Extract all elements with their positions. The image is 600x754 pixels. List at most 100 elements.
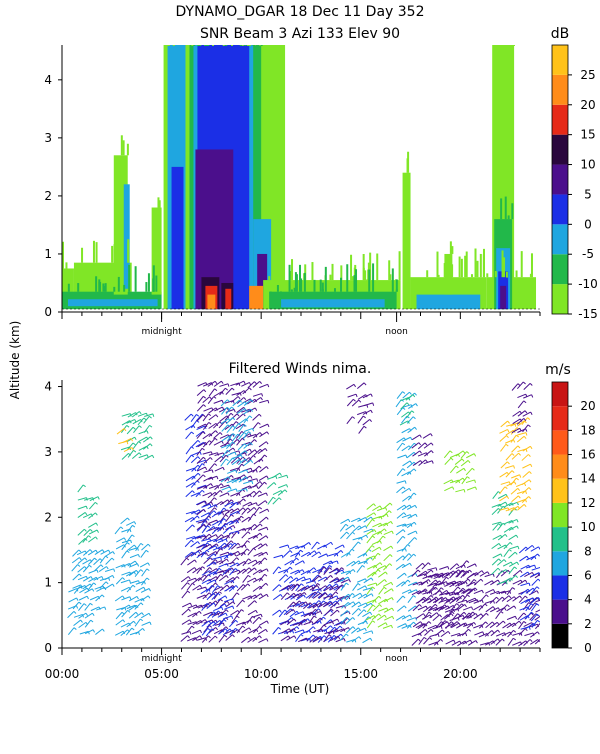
wind-barb-flag: [227, 449, 231, 453]
wind-barb: [306, 567, 315, 574]
wind-barb: [339, 576, 349, 582]
wind-barb: [516, 418, 525, 425]
panel1-title: SNR Beam 3 Azi 133 Elev 90: [200, 26, 400, 42]
wind-barb-flag: [86, 595, 89, 600]
wind-barb-flag: [106, 566, 109, 570]
wind-barb-flag: [232, 634, 235, 638]
colorbar-swatch: [552, 164, 568, 195]
colorbar-tick-label: 25: [580, 68, 595, 82]
wind-barb: [508, 501, 518, 507]
wind-barb-flag: [201, 447, 205, 451]
wind-barb: [252, 616, 260, 625]
wind-barb: [427, 582, 437, 587]
wind-barb-flag: [237, 542, 241, 546]
wind-barb-flag: [78, 549, 82, 553]
wind-barb-flag: [440, 638, 444, 642]
wind-barb: [185, 475, 194, 482]
wind-barb-flag: [186, 557, 190, 561]
wind-barb-flag: [505, 569, 508, 573]
snr-streak: [304, 264, 307, 281]
wind-barb-flag: [202, 414, 206, 418]
wind-barb-flag: [224, 603, 227, 607]
wind-barb: [520, 564, 529, 570]
wind-barb-flag: [498, 543, 502, 547]
wind-barb-flag: [384, 614, 387, 618]
wind-barb: [201, 542, 208, 551]
wind-barb-flag: [255, 469, 258, 473]
wind-barb-flag: [244, 443, 248, 447]
wind-barb: [378, 586, 385, 595]
wind-barb-flag: [238, 459, 242, 463]
wind-barb: [427, 606, 437, 612]
snr-streak: [298, 264, 301, 292]
wind-barb-flag: [304, 618, 308, 622]
wind-barb-flag: [515, 575, 518, 579]
wind-barb: [496, 620, 504, 628]
wind-barb-flag: [226, 600, 230, 604]
wind-barb: [278, 609, 286, 618]
wind-barb: [98, 566, 107, 572]
wind-barb-flag: [123, 537, 127, 541]
wind-barb: [191, 440, 199, 448]
wind-barb-flag: [213, 553, 217, 557]
wind-barb-flag: [209, 570, 212, 574]
wind-barb: [144, 454, 153, 460]
wind-barb-flag: [515, 434, 519, 438]
wind-barb: [333, 633, 342, 641]
wind-barb: [196, 485, 206, 490]
wind-barb: [367, 571, 375, 578]
wind-barb-flag: [225, 458, 229, 462]
wind-barb: [88, 529, 98, 535]
wind-barb: [121, 542, 128, 551]
wind-barb: [211, 520, 221, 526]
wind-barb: [365, 545, 373, 553]
wind-barb: [230, 439, 238, 447]
wind-barb: [211, 511, 220, 518]
wind-barb-flag: [224, 542, 228, 546]
wind-barb-flag: [516, 519, 519, 523]
wind-barb-flag: [222, 512, 224, 516]
wind-barb: [84, 629, 94, 635]
wind-barb-flag: [245, 488, 248, 492]
wind-barb: [185, 524, 193, 532]
wind-barb: [329, 591, 337, 599]
wind-barb-flag: [214, 635, 218, 639]
snr-streak: [321, 289, 324, 292]
wind-barb-flag: [259, 635, 262, 639]
wind-barb: [490, 638, 499, 645]
wind-barb: [396, 504, 405, 511]
wind-barb: [402, 391, 410, 399]
wind-barb: [511, 495, 519, 503]
wind-barb: [224, 508, 233, 515]
wind-barb-flag: [216, 543, 219, 547]
wind-barb-flag: [445, 576, 449, 580]
wind-barb-flag: [83, 528, 87, 532]
wind-barb: [407, 492, 415, 501]
wind-barb: [510, 505, 519, 512]
wind-barb: [253, 593, 262, 600]
wind-barb: [84, 619, 92, 628]
wind-barb-flag: [266, 527, 269, 531]
wind-barb: [229, 619, 236, 628]
wind-barb-flag: [237, 511, 240, 515]
wind-barb-flag: [214, 388, 218, 392]
wind-barb-flag: [513, 439, 516, 443]
wind-barb-flag: [204, 500, 207, 504]
wind-barb-flag: [127, 609, 131, 613]
wind-barb: [197, 382, 207, 387]
wind-barb: [290, 569, 299, 575]
wind-barb-flag: [530, 463, 533, 468]
wind-barb: [195, 519, 205, 523]
wind-barb-flag: [129, 529, 132, 533]
wind-barb-flag: [517, 445, 521, 449]
wind-barb-flag: [222, 467, 225, 471]
wind-barb: [196, 566, 203, 574]
wind-barb: [122, 438, 132, 443]
wind-barb: [295, 576, 305, 582]
wind-barb: [230, 550, 239, 557]
wind-barb-flag: [455, 465, 459, 469]
wind-barb-flag: [218, 591, 222, 594]
wind-barb-flag: [241, 609, 245, 612]
wind-barb-flag: [284, 489, 288, 493]
